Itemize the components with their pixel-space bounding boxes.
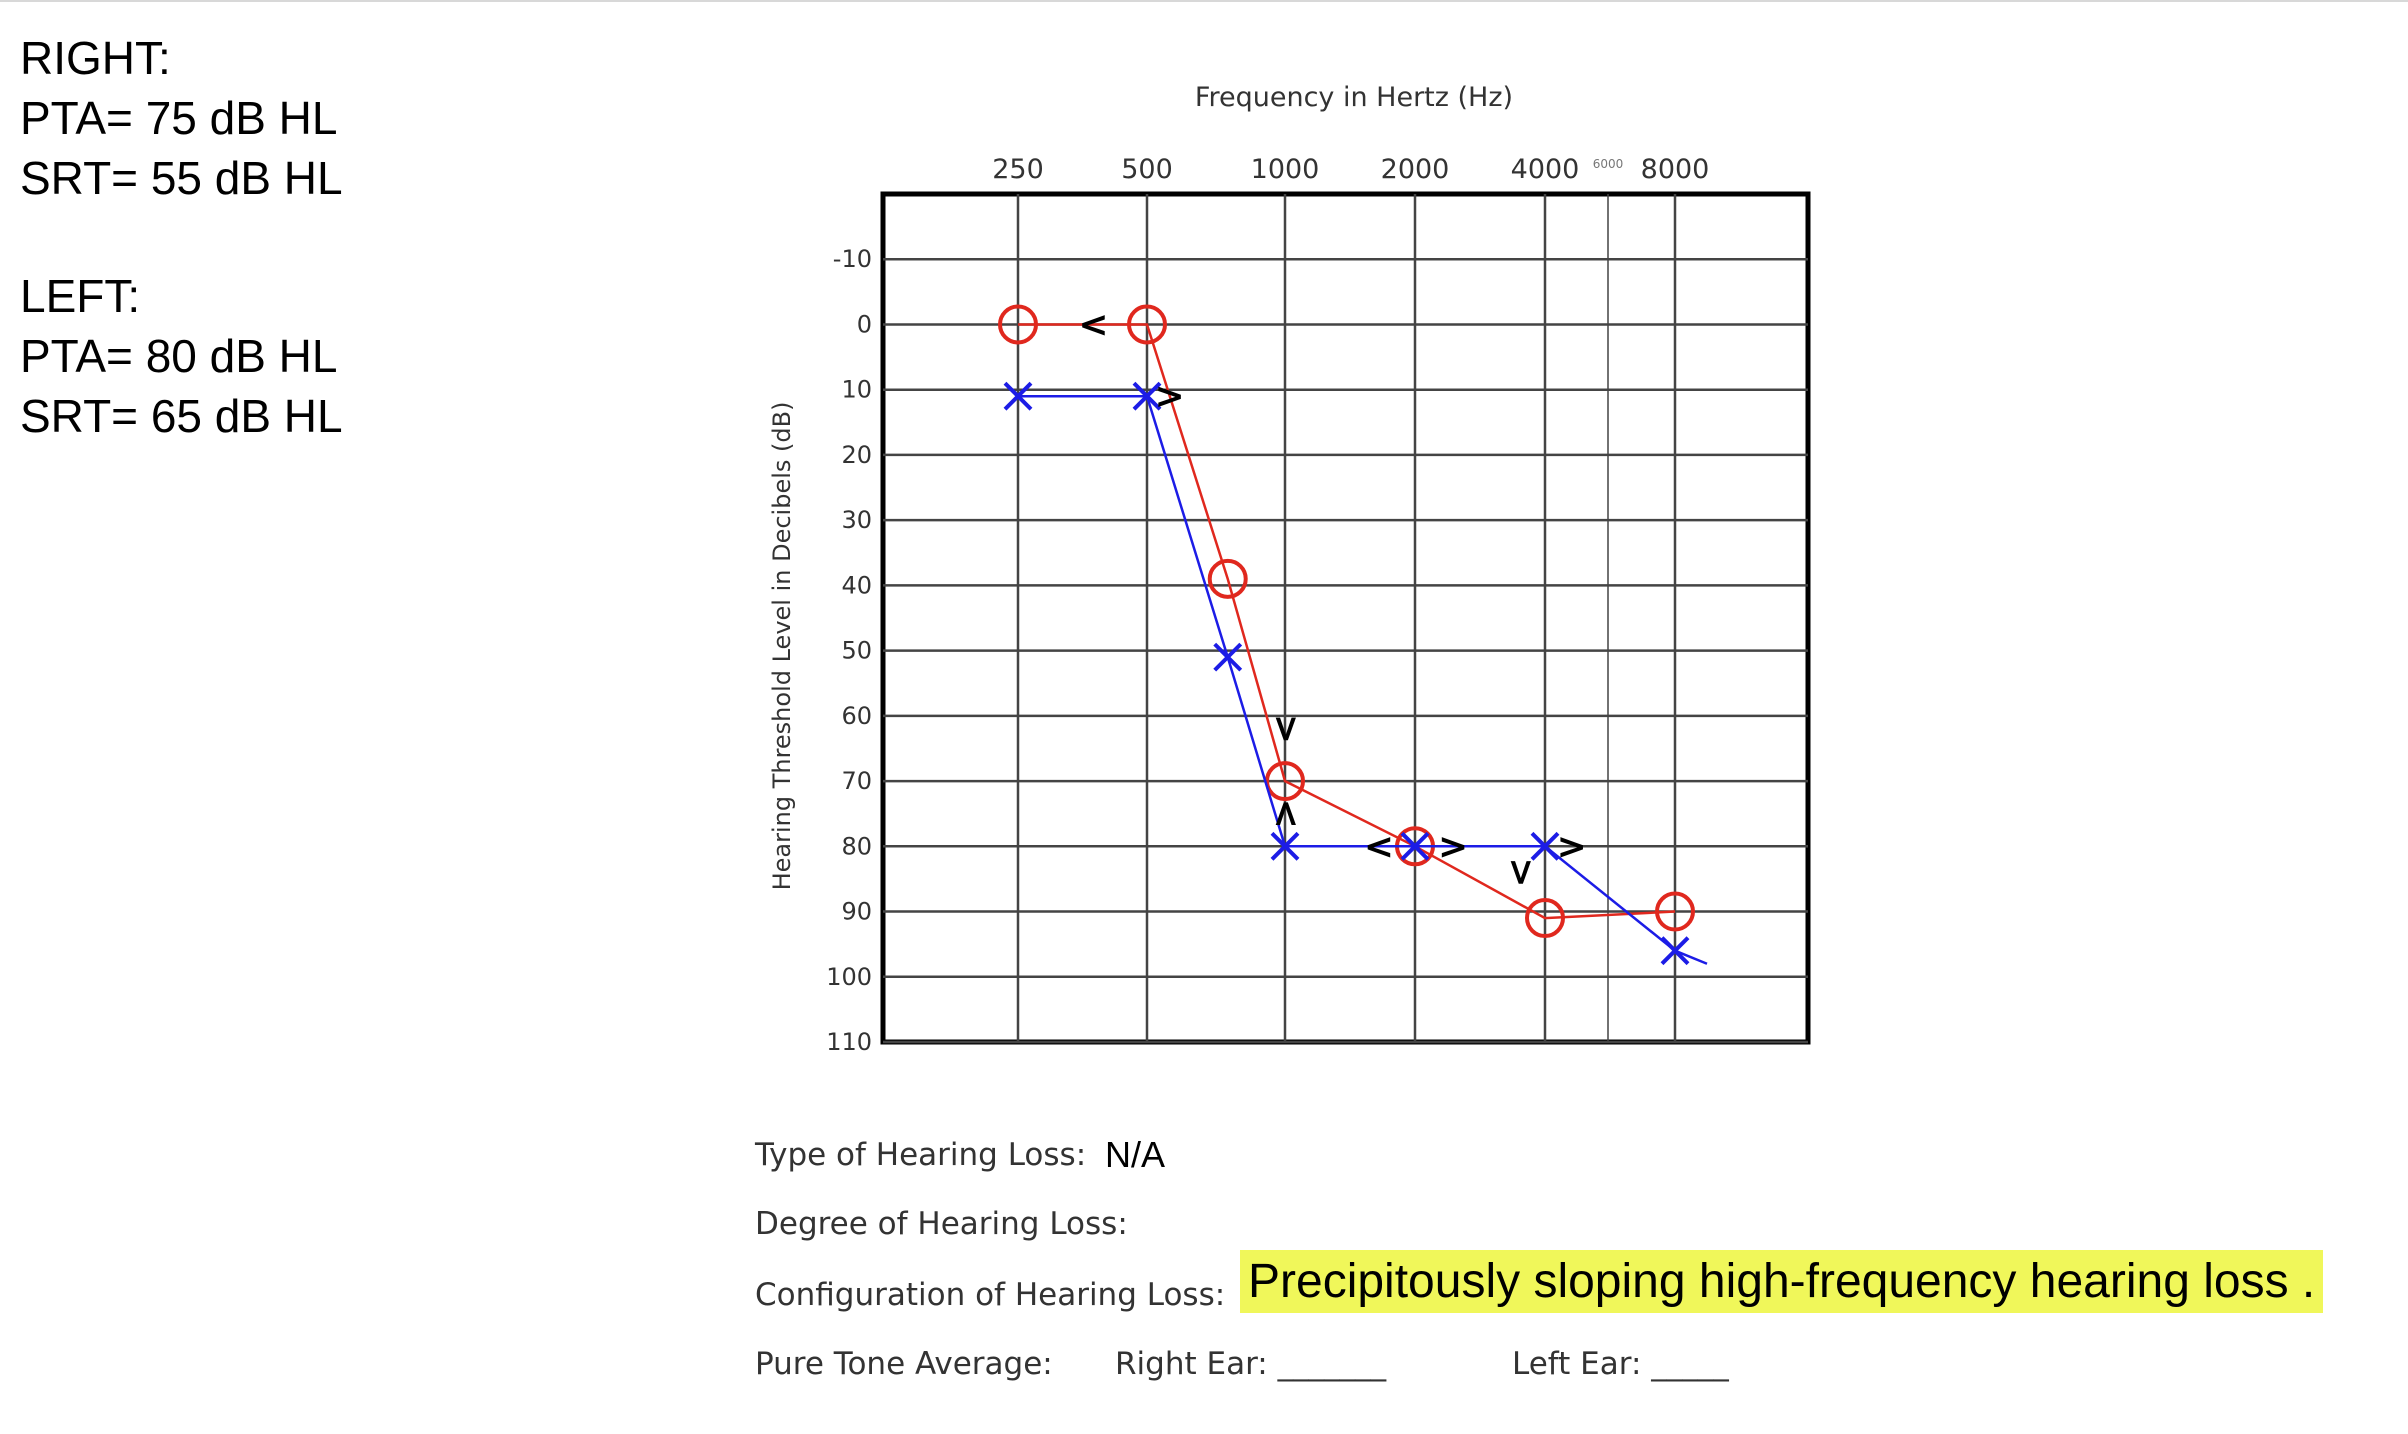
left-ear-point	[1400, 831, 1430, 861]
y-tick-label: 60	[841, 702, 872, 730]
left-ear-point	[1213, 642, 1243, 672]
x-tick-label: 8000	[1641, 154, 1710, 185]
left-ear-title: LEFT:	[20, 270, 141, 322]
left-ear-point	[1003, 381, 1033, 411]
threshold-notes: RIGHT: PTA= 75 dB HL SRT= 55 dB HL LEFT:…	[20, 28, 343, 446]
left-ear-point	[1270, 831, 1300, 861]
right-ear-point	[1127, 304, 1167, 345]
left-ear-line	[1018, 394, 1676, 952]
x-tick-label: 500	[1121, 154, 1173, 185]
y-tick-label: 70	[841, 767, 872, 795]
type-of-loss-label: Type of Hearing Loss:	[755, 1137, 1087, 1173]
chart-title: Frequency in Hertz (Hz)	[1195, 82, 1513, 113]
degree-of-loss-label: Degree of Hearing Loss:	[755, 1206, 1128, 1242]
bone-conduction-marks: < > < > < > < >	[1078, 304, 1586, 887]
left-ear-srt: SRT= 65 dB HL	[20, 390, 343, 442]
y-tick-label: 30	[841, 506, 872, 534]
x-tick-label: 2000	[1381, 154, 1450, 185]
y-tick-label: 0	[857, 310, 872, 338]
chart-grid	[880, 191, 1811, 1045]
right-ear-line	[1018, 323, 1676, 920]
series-group	[998, 304, 1708, 966]
right-ear-point	[1525, 898, 1565, 939]
configuration-value: Precipitously sloping high-frequency hea…	[1240, 1250, 2324, 1313]
bone-mark-right: <	[1364, 826, 1394, 867]
right-ear-srt: SRT= 55 dB HL	[20, 152, 343, 204]
y-axis-label: Hearing Threshold Level in Decibels (dB)	[768, 402, 796, 891]
left-ear-point	[1132, 381, 1162, 411]
right-ear-point	[998, 304, 1038, 345]
configuration-label: Configuration of Hearing Loss:	[755, 1277, 1226, 1313]
right-ear-point	[1207, 558, 1248, 599]
y-tick-label: 100	[826, 963, 872, 991]
y-tick-label: 110	[826, 1028, 872, 1056]
y-tick-label: 90	[841, 898, 872, 926]
right-ear-point	[1655, 891, 1695, 932]
y-tick-label: 10	[841, 376, 872, 404]
pure-tone-average-label: Pure Tone Average:	[755, 1346, 1053, 1382]
right-ear-point	[1265, 761, 1305, 802]
y-tick-label: 50	[841, 637, 872, 665]
y-tick-label: -10	[833, 245, 872, 273]
y-tick-label: 40	[841, 571, 872, 599]
left-ear-point	[1530, 831, 1560, 861]
bone-mark-left: >	[1265, 799, 1306, 829]
bone-mark-left: >	[1557, 826, 1587, 867]
bone-mark-right: <	[1500, 857, 1541, 887]
x-tick-label: 6000	[1593, 157, 1624, 171]
y-tick-label: 80	[841, 832, 872, 860]
x-tick-label: 250	[992, 154, 1044, 185]
top-border	[0, 0, 2408, 2]
bone-mark-right: <	[1078, 304, 1108, 345]
x-tick-labels: 250 500 1000 2000 4000 6000 8000	[992, 154, 1709, 185]
type-of-loss-value: N/A	[1105, 1134, 1166, 1175]
y-tick-labels: -10 0 10 20 30 40 50 60 70 80 90 100 110	[826, 245, 872, 1056]
x-tick-label: 1000	[1251, 154, 1320, 185]
y-tick-label: 20	[841, 441, 872, 469]
right-ear-pta-field: Right Ear: _______	[1115, 1346, 1387, 1382]
plot-frame	[880, 191, 1811, 1045]
left-ear-pta-field: Left Ear: _____	[1512, 1346, 1729, 1382]
right-ear-pta: PTA= 75 dB HL	[20, 92, 338, 144]
left-ear-pta: PTA= 80 dB HL	[20, 330, 338, 382]
bone-mark-left: >	[1438, 826, 1468, 867]
bone-mark-right: <	[1265, 714, 1306, 744]
x-tick-label: 4000	[1511, 154, 1580, 185]
left-ear-line-tail	[1674, 949, 1708, 965]
bone-mark-left: >	[1154, 376, 1184, 417]
right-ear-title: RIGHT:	[20, 32, 171, 84]
